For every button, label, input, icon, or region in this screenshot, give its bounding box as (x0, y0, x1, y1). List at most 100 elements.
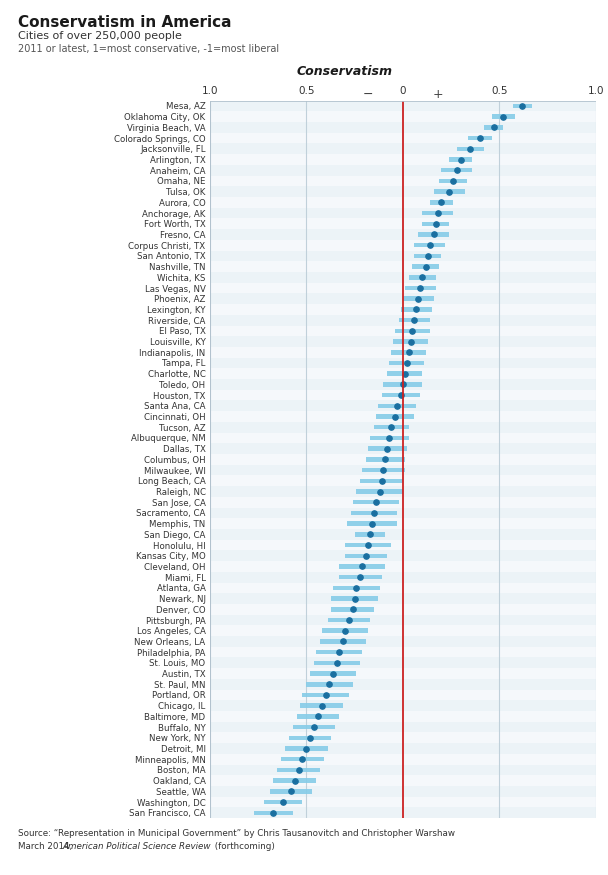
Bar (395, 329, 430, 333)
Bar (328, 618, 370, 622)
Bar (368, 446, 407, 451)
Bar (210, 465, 596, 475)
Bar (210, 604, 596, 614)
Bar (210, 411, 596, 422)
Bar (210, 690, 596, 700)
Bar (393, 340, 428, 344)
Bar (210, 122, 596, 133)
Bar (362, 468, 405, 472)
Bar (210, 154, 596, 164)
Bar (210, 186, 596, 197)
Text: −: − (363, 88, 373, 101)
Bar (210, 475, 596, 487)
Bar (210, 797, 596, 808)
Bar (210, 679, 596, 690)
Bar (210, 250, 596, 262)
Bar (302, 693, 349, 697)
Bar (210, 561, 596, 572)
Bar (351, 511, 397, 515)
Bar (210, 657, 596, 668)
Bar (210, 368, 596, 379)
Bar (210, 700, 596, 711)
Bar (331, 597, 378, 601)
Bar (285, 746, 328, 751)
Bar (210, 133, 596, 144)
Bar (356, 489, 402, 493)
Bar (422, 211, 453, 215)
Bar (210, 454, 596, 465)
Bar (306, 682, 353, 687)
Bar (354, 532, 385, 536)
Bar (210, 732, 596, 743)
Text: +: + (432, 88, 443, 101)
Bar (210, 346, 596, 358)
Bar (210, 765, 596, 775)
Bar (210, 583, 596, 593)
Bar (210, 111, 596, 122)
Text: 2011 or latest, 1=most conservative, -1=most liberal: 2011 or latest, 1=most conservative, -1=… (18, 44, 279, 53)
Bar (210, 614, 596, 626)
Bar (210, 262, 596, 272)
Bar (401, 307, 432, 312)
Bar (210, 786, 596, 797)
Bar (333, 585, 379, 590)
Bar (300, 704, 343, 708)
Bar (293, 724, 335, 730)
Bar (210, 754, 596, 765)
Bar (210, 164, 596, 176)
Bar (322, 628, 368, 633)
Bar (210, 315, 596, 326)
Text: March 2014,: March 2014, (18, 842, 75, 850)
Bar (415, 243, 445, 248)
Bar (345, 554, 387, 558)
Bar (210, 550, 596, 561)
Bar (402, 297, 434, 301)
Bar (210, 293, 596, 304)
Bar (274, 779, 316, 783)
Bar (361, 479, 402, 483)
Bar (210, 518, 596, 529)
Bar (434, 189, 465, 194)
Bar (440, 178, 466, 183)
Bar (210, 219, 596, 229)
Bar (210, 432, 596, 444)
Bar (339, 575, 382, 579)
Bar (374, 425, 409, 430)
Bar (264, 800, 302, 804)
Bar (449, 158, 472, 162)
Bar (353, 500, 399, 505)
Bar (314, 661, 361, 665)
Bar (492, 115, 515, 119)
Bar (316, 650, 362, 654)
Bar (210, 176, 596, 186)
Bar (289, 736, 331, 740)
Bar (210, 240, 596, 250)
Bar (210, 304, 596, 315)
Bar (387, 372, 422, 376)
Bar (422, 221, 449, 226)
Bar (376, 414, 415, 419)
Text: Conservatism in America: Conservatism in America (18, 15, 232, 30)
Bar (210, 507, 596, 518)
Bar (210, 529, 596, 540)
Bar (210, 497, 596, 507)
Text: Cities of over 250,000 people: Cities of over 250,000 people (18, 31, 182, 40)
Bar (210, 197, 596, 207)
Bar (415, 254, 441, 258)
Bar (210, 668, 596, 679)
Bar (210, 743, 596, 754)
Bar (210, 336, 596, 346)
Bar (382, 393, 420, 397)
Bar (331, 607, 374, 612)
Bar (210, 444, 596, 454)
Bar (210, 101, 596, 111)
Bar (389, 360, 424, 365)
Bar (384, 382, 422, 387)
Bar (210, 775, 596, 786)
Bar (210, 572, 596, 583)
Bar (370, 436, 409, 440)
Text: (forthcoming): (forthcoming) (212, 842, 274, 850)
Text: Conservatism: Conservatism (297, 65, 393, 78)
Bar (405, 286, 435, 290)
Bar (399, 318, 430, 322)
